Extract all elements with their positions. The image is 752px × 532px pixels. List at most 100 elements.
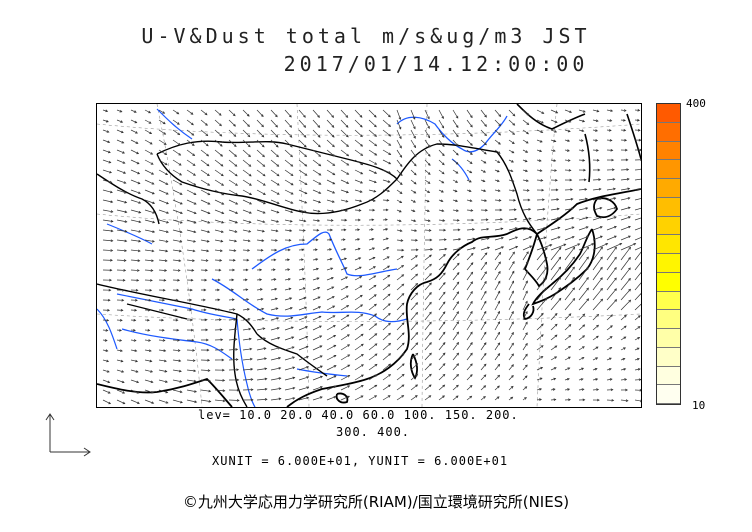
wind-vector-head (233, 123, 236, 127)
wind-vector (634, 326, 641, 331)
wind-vector-head (120, 120, 124, 123)
wind-vector (186, 249, 195, 252)
wind-vector-head (597, 168, 601, 172)
wind-vector (158, 159, 168, 166)
wind-vector-head (105, 349, 109, 352)
wind-vector (144, 139, 153, 145)
wind-vector (368, 333, 377, 341)
wind-vector-head (220, 348, 224, 352)
wind-vector (186, 189, 197, 195)
wind-vector (452, 238, 461, 241)
wind-vector (424, 149, 431, 157)
wind-vector (522, 290, 528, 301)
wind-vector-head (469, 384, 473, 388)
wind-vector-head (540, 334, 544, 337)
wind-vector-head (206, 338, 209, 342)
wind-vector (382, 159, 391, 165)
wind-vector-head (609, 378, 613, 381)
wind-vector (242, 179, 252, 186)
wind-vector (200, 369, 210, 371)
wind-vector-head (177, 132, 181, 136)
wind-vector-head (150, 380, 154, 384)
wind-vector-head (581, 388, 585, 391)
wind-vector-head (219, 259, 223, 262)
wind-vector-head (511, 375, 514, 378)
wind-vector-head (512, 261, 515, 264)
wind-vector-head (571, 226, 575, 230)
wind-vector (382, 384, 391, 391)
wind-vector-head (388, 342, 392, 346)
wind-vector-head (415, 321, 419, 325)
border-mongolia (156, 140, 398, 215)
wind-vector-head (276, 154, 279, 158)
wind-vector (340, 159, 349, 166)
wind-vector (634, 188, 641, 191)
wind-vector-head (361, 374, 364, 378)
wind-vector (284, 199, 293, 204)
wind-vector-head (628, 277, 631, 281)
wind-vector-head (290, 316, 294, 320)
coast-india (97, 377, 233, 407)
wind-vector-head (234, 328, 237, 331)
grid-line (97, 313, 641, 322)
wind-vector (102, 139, 110, 143)
wind-dust-map (96, 103, 642, 408)
wind-vector-head (582, 119, 586, 123)
wind-vector-head (469, 152, 473, 155)
wind-vector (438, 139, 445, 147)
wind-vector-head (109, 268, 113, 272)
wind-vector (382, 374, 391, 381)
wind-vector-head (470, 143, 473, 146)
wind-vector (116, 239, 127, 242)
wind-vector (480, 301, 487, 311)
wind-vector (620, 314, 627, 321)
wind-vector (424, 229, 431, 231)
wind-vector (382, 119, 391, 127)
wind-vector-head (357, 228, 361, 232)
wind-vector-head (178, 153, 182, 156)
colorbar-segment (657, 366, 680, 386)
wind-vector (466, 129, 473, 137)
wind-vector-head (234, 164, 238, 167)
wind-vector-head (415, 238, 418, 242)
wind-vector (424, 139, 431, 148)
wind-vector-head (359, 124, 363, 128)
wind-vector-head (614, 246, 617, 250)
wind-vector-head (317, 125, 321, 128)
wind-vector (326, 159, 335, 166)
wind-vector (452, 321, 459, 331)
wind-vector-head (605, 242, 609, 246)
wind-vector-head (330, 276, 334, 280)
wind-vector (116, 159, 126, 164)
grid-line (97, 213, 641, 226)
wind-vector-head (555, 188, 559, 192)
wind-vector (200, 379, 211, 382)
wind-vector-head (582, 158, 586, 162)
wind-vector-head (123, 268, 127, 272)
wind-vector-head (161, 318, 165, 322)
wind-vector (494, 169, 500, 173)
wind-vector-head (318, 191, 322, 194)
wind-vector-head (304, 200, 308, 204)
wind-vector (382, 129, 391, 137)
wind-vector (550, 323, 558, 331)
wind-vector-head (428, 229, 432, 232)
wind-vector (438, 263, 446, 271)
wind-vector-head (598, 187, 602, 191)
wind-vector (340, 209, 348, 212)
wind-vector-head (415, 264, 418, 268)
wind-vector (522, 364, 528, 371)
wind-vector (130, 269, 140, 271)
wind-vector (410, 395, 418, 401)
wind-vector-head (318, 306, 322, 309)
wind-vector-head (233, 134, 237, 137)
wind-vector (424, 219, 431, 222)
wind-vector-head (412, 116, 416, 120)
wind-vector (396, 239, 403, 242)
wind-vector-head (221, 358, 225, 362)
wind-vector-head (628, 299, 632, 303)
wind-vector-head (415, 255, 418, 258)
wind-vector-head (304, 154, 307, 158)
wind-vector-head (249, 201, 253, 205)
wind-vector-head (387, 284, 391, 287)
